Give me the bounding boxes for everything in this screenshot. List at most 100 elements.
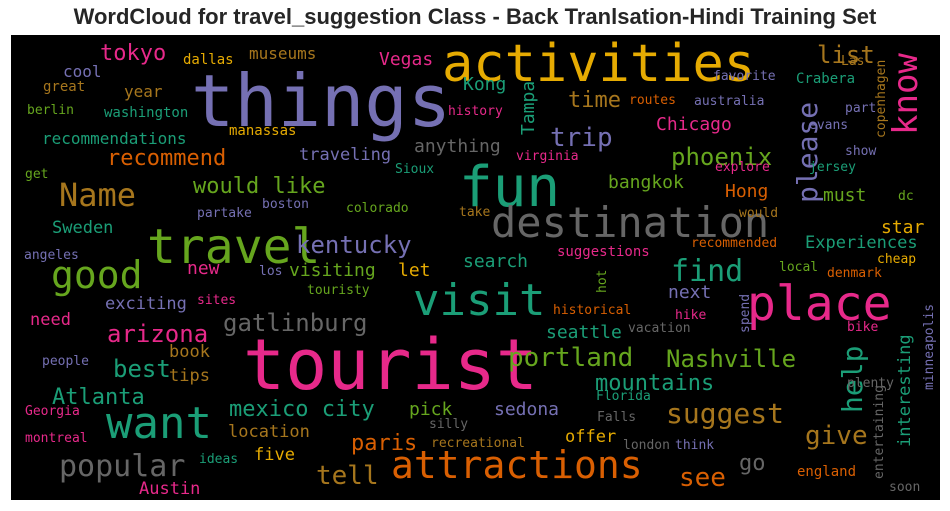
word-tourist: tourist	[243, 324, 539, 406]
word-people: people	[42, 354, 89, 369]
word-location: location	[228, 422, 310, 442]
word-historical: historical	[553, 303, 632, 318]
word-star: star	[881, 217, 925, 238]
word-nashville: Nashville	[666, 345, 797, 373]
word-berlin: berlin	[27, 103, 74, 118]
word-hong: Hong	[725, 181, 769, 202]
word-cloud-canvas: things tourist activities fun destinatio…	[11, 35, 940, 500]
word-vacation: vacation	[628, 321, 691, 336]
word-gatlinburg: gatlinburg	[223, 309, 368, 337]
word-dallas: dallas	[183, 52, 234, 68]
word-virginia: virginia	[516, 149, 579, 164]
word-know: know	[886, 53, 926, 135]
word-cheap: cheap	[877, 252, 917, 267]
word-offer: offer	[565, 427, 617, 447]
word-washington: washington	[104, 105, 189, 121]
word-tips: tips	[169, 366, 210, 386]
word-jersey: jersey	[809, 160, 856, 175]
word-explore: explore	[715, 160, 770, 175]
word-good: good	[51, 253, 143, 297]
word-denmark: denmark	[827, 266, 882, 281]
word-trip: trip	[550, 123, 613, 153]
word-sedona: sedona	[494, 399, 560, 420]
word-minneapolis: minneapolis	[922, 303, 937, 390]
word-next: next	[668, 282, 712, 303]
word-crabera: Crabera	[796, 71, 856, 87]
word-year: year	[124, 82, 163, 101]
word-atlanta: Atlanta	[52, 385, 145, 410]
word-bangkok: bangkok	[608, 172, 684, 193]
word-tampa: Tampa	[518, 80, 539, 135]
word-visit: visit	[413, 275, 546, 326]
word-give: give	[805, 421, 868, 451]
word-montreal: montreal	[25, 431, 88, 446]
word-museums: museums	[249, 44, 317, 63]
word-england: england	[797, 464, 857, 480]
word-activities: activities	[442, 35, 756, 94]
word-copenhagen: copenhagen	[874, 59, 889, 138]
word-arizona: arizona	[107, 320, 209, 348]
word-chicago: Chicago	[656, 114, 732, 135]
word-list: list	[817, 41, 875, 69]
word-georgia: Georgia	[25, 404, 80, 419]
word-dc: dc	[898, 189, 914, 204]
word-kong: Kong	[463, 74, 507, 95]
word-hike: hike	[675, 308, 707, 323]
word-book: book	[169, 342, 210, 362]
word-silly: silly	[429, 417, 469, 432]
word-history: history	[448, 104, 503, 119]
word-tokyo: tokyo	[100, 41, 167, 66]
word-exciting: exciting	[105, 294, 187, 314]
word-recreational: recreational	[431, 436, 525, 451]
word-search: search	[463, 251, 529, 272]
word-pick: pick	[409, 399, 453, 420]
word-would-like: would like	[193, 174, 326, 199]
word-seattle: seattle	[546, 322, 622, 343]
word-phoenix: phoenix	[671, 143, 773, 171]
word-mexico-city: mexico city	[229, 397, 375, 422]
word-colorado: colorado	[346, 201, 409, 216]
word-tell: tell	[316, 461, 379, 491]
word-name: Name	[59, 176, 137, 214]
word-london: london	[623, 438, 670, 453]
word-kentucky: kentucky	[296, 231, 412, 259]
word-recommendations: recommendations	[42, 129, 187, 148]
word-would: would	[739, 206, 779, 221]
word-falls: Falls	[597, 410, 637, 425]
word-hot: hot	[595, 269, 610, 293]
word-entertaining: entertaining	[872, 385, 887, 479]
word-portland: portland	[508, 343, 634, 373]
word-vegas: Vegas	[379, 49, 434, 70]
word-local: local	[779, 260, 819, 275]
word-las: Las	[841, 54, 865, 69]
word-visiting: visiting	[289, 260, 376, 281]
word-new: new	[187, 258, 220, 279]
word-show: show	[845, 144, 877, 159]
word-need: need	[30, 310, 71, 330]
word-place: place	[747, 276, 892, 332]
word-go: go	[739, 451, 766, 476]
word-favorite: favorite	[713, 69, 776, 84]
word-must: must	[823, 185, 867, 206]
word-traveling: traveling	[299, 145, 392, 165]
word-sites: sites	[197, 293, 237, 308]
word-part: part	[845, 101, 877, 116]
chart-title: WordCloud for travel_suggestion Class - …	[73, 4, 877, 29]
word-attractions: attractions	[391, 443, 643, 487]
word-recommend: recommend	[107, 146, 227, 171]
word-destination: destination	[491, 198, 770, 247]
word-angeles: angeles	[24, 248, 79, 263]
word-partake: partake	[197, 206, 252, 221]
word-fun: fun	[459, 155, 561, 220]
word-mountains: mountains	[595, 371, 715, 396]
word-boston: boston	[262, 197, 309, 212]
word-evans: evans	[809, 118, 849, 133]
word-spend: spend	[738, 293, 753, 333]
word-five: five	[254, 445, 295, 465]
word-routes: routes	[629, 93, 676, 108]
word-anything: anything	[414, 136, 501, 157]
word-get: get	[25, 167, 49, 182]
word-think: think	[675, 438, 715, 453]
word-florida: Florida	[596, 389, 651, 404]
word-austin: Austin	[139, 479, 201, 499]
